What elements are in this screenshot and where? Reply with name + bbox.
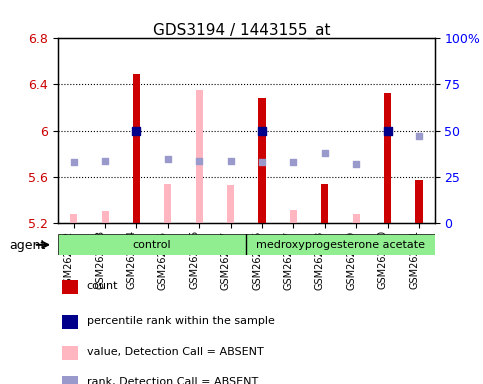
Bar: [70, 214, 77, 223]
Bar: [196, 90, 203, 223]
Bar: [384, 93, 391, 223]
Point: [133, 127, 141, 134]
Text: medroxyprogesterone acetate: medroxyprogesterone acetate: [256, 240, 425, 250]
Bar: [258, 98, 266, 223]
Text: count: count: [87, 281, 118, 291]
Bar: [290, 210, 297, 223]
Bar: [62, 346, 78, 360]
Bar: [321, 184, 328, 223]
Point: [290, 159, 298, 165]
Point: [321, 150, 328, 156]
Point: [384, 127, 392, 134]
FancyBboxPatch shape: [246, 234, 435, 255]
FancyBboxPatch shape: [58, 234, 246, 255]
Point: [258, 127, 266, 134]
Text: percentile rank within the sample: percentile rank within the sample: [87, 316, 274, 326]
Bar: [70, 214, 77, 223]
Text: value, Detection Call = ABSENT: value, Detection Call = ABSENT: [87, 347, 263, 357]
Bar: [164, 184, 171, 223]
Bar: [164, 184, 171, 223]
Bar: [415, 180, 423, 223]
Point: [415, 133, 423, 139]
Bar: [62, 376, 78, 384]
Point: [227, 157, 235, 164]
Bar: [101, 211, 109, 223]
Bar: [227, 185, 234, 223]
Point: [164, 156, 172, 162]
Text: control: control: [133, 240, 171, 250]
Point: [353, 161, 360, 167]
Bar: [62, 315, 78, 329]
Text: agent: agent: [10, 239, 46, 252]
Text: GDS3194 / 1443155_at: GDS3194 / 1443155_at: [153, 23, 330, 39]
Point: [195, 157, 203, 164]
Bar: [353, 214, 360, 223]
Bar: [101, 211, 109, 223]
Text: rank, Detection Call = ABSENT: rank, Detection Call = ABSENT: [87, 377, 258, 384]
Point: [70, 159, 78, 165]
Point: [258, 159, 266, 165]
Point: [101, 157, 109, 164]
Bar: [133, 74, 140, 223]
Bar: [62, 280, 78, 294]
